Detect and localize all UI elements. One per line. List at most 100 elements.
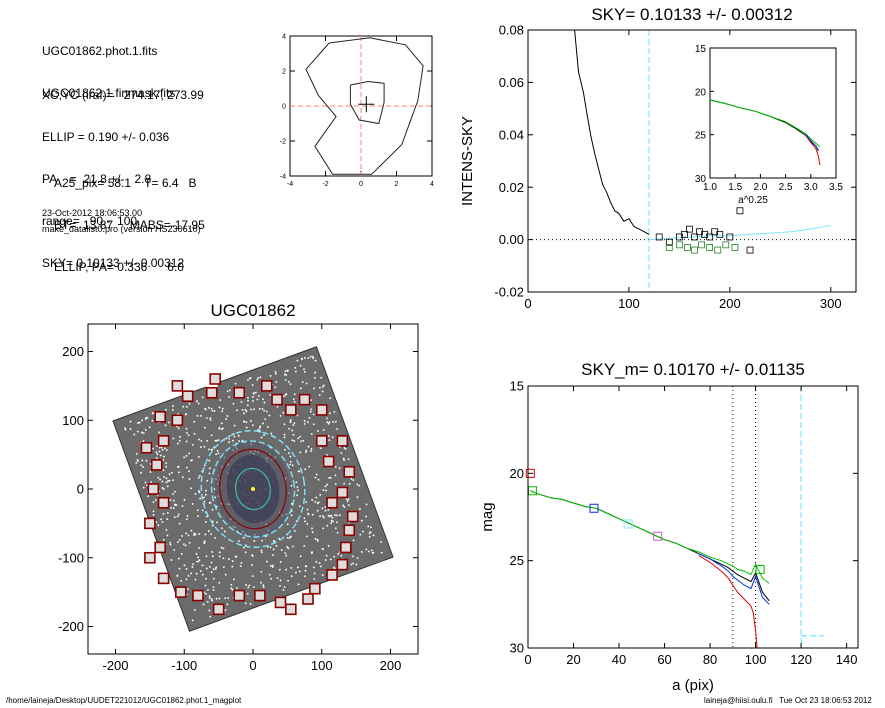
speckle xyxy=(344,447,347,450)
speckle xyxy=(180,579,183,582)
speckle xyxy=(367,550,370,553)
speckle xyxy=(319,565,323,568)
speckle xyxy=(368,532,371,535)
speckle xyxy=(292,433,295,436)
speckle xyxy=(334,420,337,423)
speckle xyxy=(204,489,207,492)
speckle xyxy=(210,407,213,410)
x-tick-label: 100 xyxy=(745,652,767,667)
speckle xyxy=(285,568,288,571)
speckle xyxy=(182,543,185,546)
sky-box xyxy=(175,586,187,598)
speckle xyxy=(202,496,205,499)
sky-point xyxy=(691,246,698,254)
speckle xyxy=(194,578,197,581)
speckle xyxy=(152,447,155,450)
speckle xyxy=(245,583,248,586)
speckle xyxy=(154,498,157,502)
speckle xyxy=(228,389,231,392)
sky-box xyxy=(309,582,321,595)
sky-point xyxy=(665,238,673,246)
speckle xyxy=(311,513,314,516)
sky-point xyxy=(675,241,683,249)
speckle xyxy=(247,399,250,402)
speckle xyxy=(207,448,210,451)
speckle xyxy=(261,407,264,410)
y-tick-label: 15 xyxy=(510,379,524,394)
speckle xyxy=(185,427,188,430)
speckle xyxy=(289,455,292,458)
speckle xyxy=(245,410,248,413)
speckle xyxy=(174,503,177,506)
speckle xyxy=(325,554,328,557)
speckle xyxy=(141,419,144,422)
speckle xyxy=(144,428,147,431)
sky-frame xyxy=(527,29,857,293)
speckle xyxy=(145,459,148,462)
speckle xyxy=(163,447,166,450)
header-line: ELLIP = 0.190 +/- 0.036 xyxy=(42,130,170,144)
speckle xyxy=(216,449,219,452)
speckle xyxy=(220,428,224,431)
sky-box xyxy=(326,569,338,581)
speckle xyxy=(295,481,298,484)
speckle xyxy=(254,391,257,394)
speckle xyxy=(261,539,264,542)
speckle xyxy=(180,552,183,555)
speckle xyxy=(318,561,321,565)
speckle xyxy=(337,552,340,556)
y-tick-label: 4 xyxy=(282,33,286,40)
speckle xyxy=(208,467,211,470)
speckle xyxy=(338,514,341,517)
speckle xyxy=(206,479,209,482)
speckle xyxy=(191,565,194,568)
speckle xyxy=(275,544,278,547)
speckle xyxy=(275,380,278,384)
speckle xyxy=(368,535,371,538)
speckle xyxy=(171,408,174,411)
speckle xyxy=(155,521,158,524)
speckle xyxy=(206,600,209,603)
speckle xyxy=(251,399,254,402)
speckle xyxy=(183,456,186,459)
galaxy-center xyxy=(251,487,255,491)
speckle xyxy=(170,559,173,562)
speckle xyxy=(262,584,265,587)
speckle xyxy=(352,562,355,565)
sky-box xyxy=(336,486,349,499)
image-title: UGC01862 xyxy=(210,301,295,320)
speckle xyxy=(198,491,201,494)
speckle xyxy=(224,597,227,600)
speckle xyxy=(261,398,265,401)
inset-x-tick-label: 3.5 xyxy=(829,182,843,193)
speckle xyxy=(308,465,311,468)
sky-box xyxy=(315,435,328,447)
sky-point xyxy=(746,246,754,254)
speckle xyxy=(220,527,223,530)
speckle xyxy=(247,586,250,589)
speckle xyxy=(129,420,132,423)
x-tick-label: -4 xyxy=(287,181,293,188)
sky-series-0 xyxy=(574,30,650,235)
speckle xyxy=(215,521,218,524)
speckle xyxy=(290,484,293,487)
sky-box xyxy=(209,373,221,385)
speckle xyxy=(298,505,301,508)
speckle xyxy=(251,384,254,387)
speckle xyxy=(214,496,217,499)
star-mask xyxy=(130,544,143,557)
y-tick-label: -2 xyxy=(280,138,286,145)
speckle xyxy=(215,597,218,600)
speckle xyxy=(230,583,233,586)
sky-box xyxy=(171,380,184,392)
speckle xyxy=(133,433,136,436)
speckle xyxy=(304,451,308,454)
y-tick-label: 0.02 xyxy=(499,180,524,195)
speckle xyxy=(155,457,158,460)
speckle xyxy=(176,442,179,445)
speckle xyxy=(136,460,140,463)
inset-x-tick-label: 2.5 xyxy=(779,182,793,193)
speckle xyxy=(294,370,297,373)
y-tick-label: -0.02 xyxy=(494,285,524,300)
speckle xyxy=(326,524,329,527)
